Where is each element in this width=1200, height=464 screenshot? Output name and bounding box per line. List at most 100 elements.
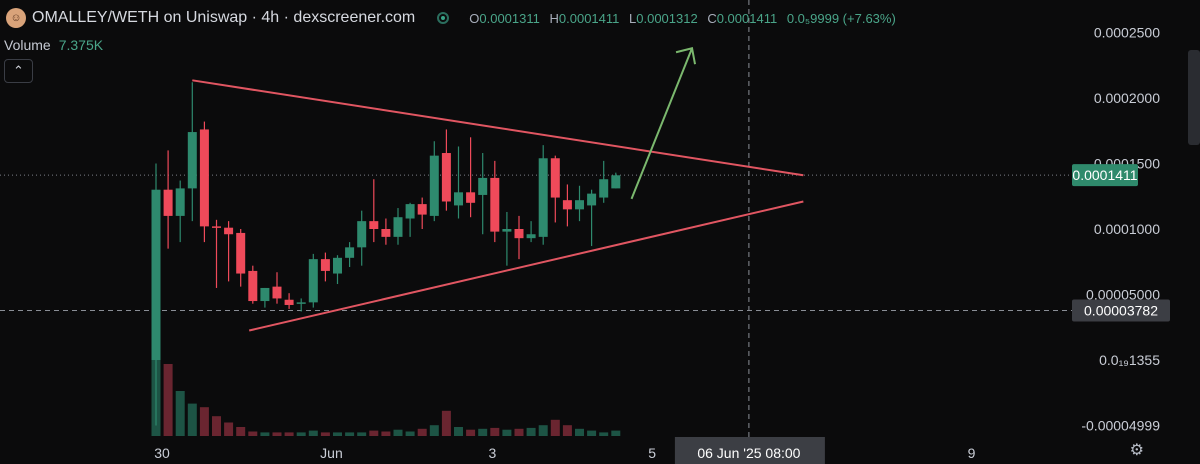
candle-body xyxy=(405,204,415,219)
x-tick-label: 9 xyxy=(968,445,976,461)
y-tick-label: 0.0002000 xyxy=(1094,90,1160,106)
candle-body xyxy=(381,229,391,237)
chart-header: ☺ OMALLEY/WETH on Uniswap · 4h · dexscre… xyxy=(0,6,896,30)
candle-body xyxy=(562,200,572,210)
volume-legend: Volume 7.375K xyxy=(4,37,103,53)
y-tick-label: 0.0₁₉1355 xyxy=(1099,352,1160,368)
ohlc-low-value: 0.0001312 xyxy=(636,10,698,26)
candle-body xyxy=(441,153,451,202)
volume-bar xyxy=(284,432,294,436)
volume-bar xyxy=(526,427,536,436)
x-tick-label: 3 xyxy=(488,445,496,461)
candle-body xyxy=(151,189,161,360)
volume-bar xyxy=(441,410,451,436)
ohlc-open-key: O xyxy=(469,10,480,26)
candle-body xyxy=(490,177,500,232)
candle-body xyxy=(212,226,221,228)
volume-bar xyxy=(296,432,306,436)
volume-bar xyxy=(272,432,282,436)
volume-bar xyxy=(381,431,391,436)
candle-body xyxy=(224,227,234,235)
volume-bar xyxy=(454,427,463,436)
candle-body xyxy=(345,247,355,258)
volume-bar xyxy=(393,429,403,436)
volume-bar xyxy=(502,429,512,436)
x-tick-label: 30 xyxy=(154,445,170,461)
y-tick-label: -0.00004999 xyxy=(1081,418,1160,434)
candle-body xyxy=(538,158,548,237)
crosshair-time-label: 06 Jun '25 08:00 xyxy=(697,445,800,461)
gear-icon[interactable]: ⚙ xyxy=(1129,442,1144,459)
candle-body xyxy=(320,259,330,271)
candle-body xyxy=(575,200,584,210)
x-tick-label: Jun xyxy=(320,445,343,461)
candle-body xyxy=(284,299,294,305)
volume-bar xyxy=(611,430,621,436)
candle-body xyxy=(526,234,536,239)
volume-bar xyxy=(587,430,597,436)
volume-bar xyxy=(357,432,367,436)
breakout-arrow xyxy=(630,47,693,200)
candle-body xyxy=(454,192,463,206)
volume-bar xyxy=(429,425,439,436)
volume-bar xyxy=(575,428,584,436)
price-tag-bg xyxy=(1072,164,1138,187)
arrow-head xyxy=(675,46,697,65)
ohlc-close-value: 0.0001411 xyxy=(716,10,778,26)
candle-body xyxy=(308,259,318,303)
volume-bar xyxy=(224,422,234,436)
volume-bar xyxy=(550,419,560,436)
volume-label: Volume xyxy=(4,37,51,53)
volume-bar xyxy=(333,432,342,436)
volume-bar xyxy=(466,429,476,436)
collapse-legend-button[interactable]: ⌃ xyxy=(4,59,33,83)
volume-bar xyxy=(490,427,500,436)
candle-body xyxy=(236,232,246,274)
live-status-icon xyxy=(437,12,450,24)
volume-bar xyxy=(199,407,209,436)
candle-body xyxy=(369,221,379,229)
candle-body xyxy=(199,129,209,227)
chevron-up-icon: ⌃ xyxy=(13,63,24,78)
ohlc-change-value: 0.0₅9999 (+7.63%) xyxy=(786,10,896,26)
volume-bar xyxy=(405,431,415,436)
volume-bar xyxy=(599,432,609,436)
trendline-upper xyxy=(192,79,804,177)
crosshair-price-label: 0.00003782 xyxy=(1084,302,1158,318)
candle-body xyxy=(296,302,306,304)
crosshair-time-bg xyxy=(674,437,825,464)
candle-body xyxy=(175,188,185,216)
candle-body xyxy=(611,175,621,189)
candle-body xyxy=(599,179,609,198)
candle-body xyxy=(163,189,173,216)
volume-bar xyxy=(538,425,548,436)
candle-body xyxy=(393,217,403,237)
volume-bar xyxy=(320,432,330,436)
ohlc-open-value: 0.0001311 xyxy=(479,10,540,26)
ohlc-close-key: C xyxy=(707,10,717,26)
ohlc-low-key: L xyxy=(629,10,637,26)
candle-body xyxy=(514,229,524,239)
volume-bar xyxy=(417,428,427,436)
avatar-face-icon: ☺ xyxy=(6,8,26,28)
volume-value: 7.375K xyxy=(58,37,104,53)
candle-body xyxy=(248,270,258,302)
candle-body xyxy=(333,257,342,274)
candle-body xyxy=(417,204,427,215)
candle-body xyxy=(429,155,439,216)
candle-body xyxy=(478,177,488,195)
y-tick-label: 0.0002500 xyxy=(1094,25,1160,41)
volume-bar xyxy=(212,416,221,436)
y-tick-label: 0.0001000 xyxy=(1094,221,1160,237)
ohlc-readout: O0.0001311 H0.0001411 L0.0001312 C0.0001… xyxy=(463,11,896,26)
candle-body xyxy=(466,192,476,203)
candle-body xyxy=(272,286,282,299)
y-tick-label: 0.00005000 xyxy=(1086,287,1160,303)
ohlc-high-value: 0.0001411 xyxy=(558,10,620,26)
candle-body xyxy=(502,229,512,232)
candle-body xyxy=(187,132,197,189)
volume-bar xyxy=(478,428,488,436)
candle-body xyxy=(260,287,270,302)
candle-body xyxy=(550,158,560,198)
